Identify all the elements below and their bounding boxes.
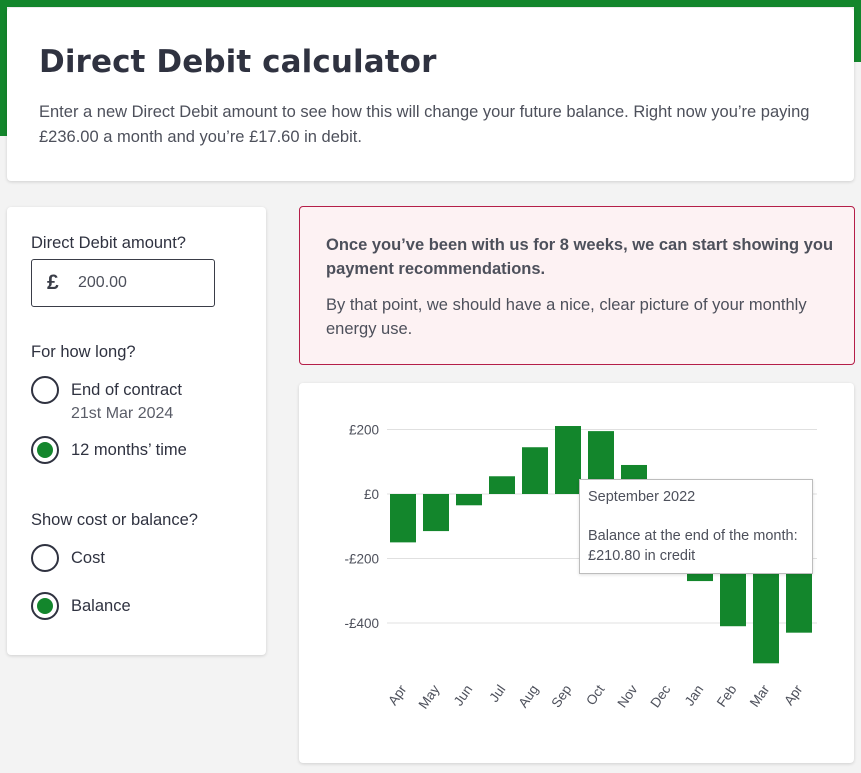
amount-field[interactable]: £ [31, 259, 215, 307]
chart-bar [555, 426, 581, 494]
brand-strip-left [0, 0, 7, 136]
chart-bar [423, 494, 449, 532]
y-tick-label: -£400 [344, 616, 379, 631]
calculator-panel: Direct Debit amount? £ For how long? End… [7, 207, 266, 655]
radio-cost[interactable]: Cost [31, 544, 105, 572]
intro-text: Enter a new Direct Debit amount to see h… [39, 103, 810, 146]
chart-tooltip: September 2022 Balance at the end of the… [579, 479, 813, 574]
radio-button-selected[interactable] [31, 436, 59, 464]
currency-symbol: £ [47, 271, 59, 294]
y-tick-label: £0 [364, 487, 379, 502]
recommendation-notice: Once you’ve been with us for 8 weeks, we… [299, 206, 855, 365]
x-tick-label: Jan [682, 682, 707, 708]
chart-bar [489, 476, 515, 494]
contract-end-date: 21st Mar 2024 [71, 405, 174, 422]
radio-button[interactable] [31, 376, 59, 404]
x-tick-label: Sep [548, 682, 574, 710]
radio-end-of-contract[interactable]: End of contract 21st Mar 2024 [31, 376, 182, 424]
x-tick-label: Apr [385, 682, 410, 708]
chart-bar [456, 494, 482, 506]
tooltip-label: Balance at the end of the month: [588, 528, 798, 544]
x-tick-label: Jul [486, 682, 508, 705]
y-tick-label: £200 [349, 423, 379, 438]
radio-12-months[interactable]: 12 months’ time [31, 436, 187, 464]
x-tick-label: Mar [747, 682, 773, 710]
chart-bar [390, 494, 416, 543]
tooltip-title: September 2022 [588, 489, 696, 505]
radio-button[interactable] [31, 544, 59, 572]
duration-label: For how long? [31, 343, 136, 361]
radio-balance[interactable]: Balance [31, 592, 131, 620]
x-tick-label: May [416, 682, 443, 712]
y-tick-label: -£200 [344, 552, 379, 567]
page-title: Direct Debit calculator [39, 44, 437, 80]
radio-label: Balance [71, 597, 131, 615]
tooltip-value: £210.80 in credit [588, 548, 696, 564]
balance-chart-card: £200 £0 -£200 -£400 Apr May Jun Jul Aug Sep Oct Nov… [299, 383, 854, 763]
brand-strip-right [854, 0, 861, 62]
x-tick-label: Oct [583, 682, 607, 708]
display-mode-label: Show cost or balance? [31, 511, 198, 529]
chart-bar [522, 447, 548, 494]
amount-label: Direct Debit amount? [31, 234, 186, 252]
x-tick-label: Feb [714, 682, 740, 710]
notice-body: By that point, we should have a nice, cl… [326, 296, 807, 338]
notice-heading: Once you’ve been with us for 8 weeks, we… [326, 236, 834, 278]
x-tick-label: Nov [614, 682, 640, 710]
radio-label: End of contract [71, 381, 182, 399]
radio-button-selected[interactable] [31, 592, 59, 620]
header-card: Direct Debit calculator Enter a new Dire… [7, 8, 854, 181]
x-tick-label: Apr [781, 682, 806, 708]
x-tick-label: Dec [647, 682, 673, 710]
amount-input[interactable] [78, 270, 204, 296]
x-tick-label: Jun [451, 682, 476, 708]
x-tick-label: Aug [515, 682, 541, 710]
radio-label: 12 months’ time [71, 441, 187, 459]
radio-label: Cost [71, 549, 105, 567]
brand-strip-top [0, 0, 861, 7]
